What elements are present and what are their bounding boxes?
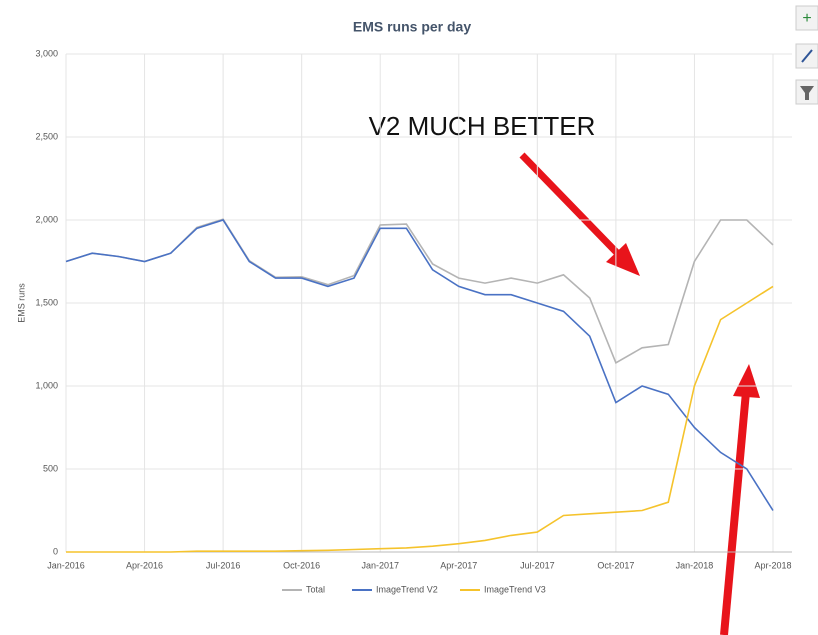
- x-tick-label: Jul-2016: [206, 560, 241, 570]
- series-line: [65, 219, 774, 511]
- add-button[interactable]: [795, 5, 818, 31]
- x-tick-label: Jan-2016: [47, 560, 85, 570]
- series-line: [66, 285, 774, 553]
- arrow: [720, 391, 750, 635]
- legend-label: ImageTrend V3: [484, 584, 546, 594]
- annotation: V2 MUCH BETTER: [369, 111, 596, 141]
- y-tick-label: 0: [53, 546, 58, 556]
- toolbar[interactable]: +: [795, 5, 818, 105]
- y-tick-label: 2,000: [35, 214, 58, 224]
- x-tick-label: Oct-2016: [283, 560, 320, 570]
- chart-title: EMS runs per day: [353, 19, 471, 35]
- arrow-head: [733, 364, 760, 398]
- legend-label: ImageTrend V2: [376, 584, 438, 594]
- x-tick-label: Oct-2017: [597, 560, 634, 570]
- arrow-head: [606, 243, 640, 276]
- y-tick-label: 500: [43, 463, 58, 473]
- y-tick-label: 1,000: [35, 380, 58, 390]
- y-axis-label: EMS runs: [16, 283, 26, 323]
- add-icon: +: [802, 10, 811, 27]
- x-tick-label: Jul-2017: [520, 560, 555, 570]
- y-tick-label: 1,500: [35, 297, 58, 307]
- x-tick-label: Jan-2018: [676, 560, 714, 570]
- arrow: [519, 152, 625, 261]
- brush-icon: [801, 49, 813, 63]
- filter-icon: [800, 86, 814, 100]
- x-tick-label: Jan-2017: [361, 560, 399, 570]
- y-tick-label: 2,500: [35, 131, 58, 141]
- x-tick-label: Apr-2016: [126, 560, 163, 570]
- arrows: [519, 152, 760, 635]
- x-tick-label: Apr-2018: [754, 560, 791, 570]
- y-tick-label: 3,000: [35, 48, 58, 58]
- x-tick-label: Apr-2017: [440, 560, 477, 570]
- series-line: [65, 218, 774, 364]
- legend-label: Total: [306, 584, 325, 594]
